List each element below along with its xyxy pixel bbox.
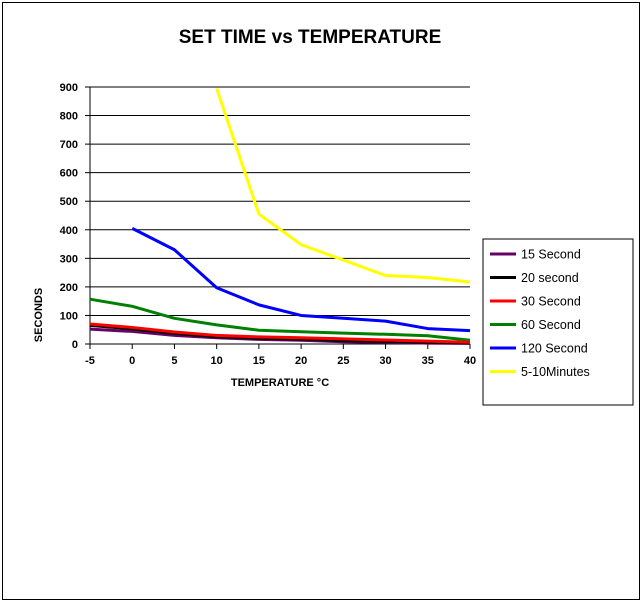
series-lines	[89, 87, 471, 345]
y-tick-label: 400	[60, 225, 78, 237]
x-tick-label: 5	[171, 355, 177, 367]
y-tick-label: 200	[60, 282, 78, 294]
x-tick-label: 10	[211, 355, 223, 367]
series-line-30-second	[89, 322, 471, 344]
x-axis-title: TEMPERATURE °C	[231, 377, 329, 389]
y-tick-label: 100	[60, 310, 78, 322]
gridlines	[85, 86, 470, 345]
x-tick-label: 20	[295, 355, 307, 367]
legend-label: 120 Second	[521, 342, 588, 356]
y-axis-title: SECONDS	[33, 288, 45, 342]
series-line-5-10minutes	[215, 87, 471, 284]
legend-label: 30 Second	[521, 295, 581, 309]
series-line-120-second	[131, 227, 471, 333]
legend-label: 15 Second	[521, 248, 581, 262]
x-tick-label: 25	[337, 355, 349, 367]
x-tick-label: 30	[379, 355, 391, 367]
chart-title: SET TIME vs TEMPERATURE	[179, 27, 442, 48]
legend: 15 Second 20 second 30 Second 60 Second 120 …	[482, 238, 634, 406]
x-tick-label: 40	[464, 355, 476, 367]
x-tick-label: 0	[129, 355, 135, 367]
legend-label: 60 Second	[521, 318, 581, 332]
legend-label: 5-10Minutes	[521, 365, 590, 379]
y-tick-labels: 0 100 200 300 400 500 600 700 800 900	[60, 82, 78, 351]
legend-box	[482, 238, 634, 406]
y-tick-label: 600	[60, 168, 78, 180]
x-tick-label: -5	[85, 355, 95, 367]
plot-area	[90, 87, 470, 344]
y-tick-label: 300	[60, 253, 78, 265]
legend-label: 20 second	[521, 271, 579, 285]
x-tick-label: 15	[253, 355, 265, 367]
x-tick-label: 35	[422, 355, 434, 367]
x-tick-labels: -5 0 5 10 15 20 25 30 35 40	[85, 355, 476, 367]
y-tick-label: 900	[60, 82, 78, 94]
y-tick-label: 500	[60, 196, 78, 208]
y-tick-label: 800	[60, 111, 78, 123]
series-line-60-second	[89, 297, 471, 342]
y-tick-label: 700	[60, 139, 78, 151]
y-tick-label: 0	[72, 339, 78, 351]
